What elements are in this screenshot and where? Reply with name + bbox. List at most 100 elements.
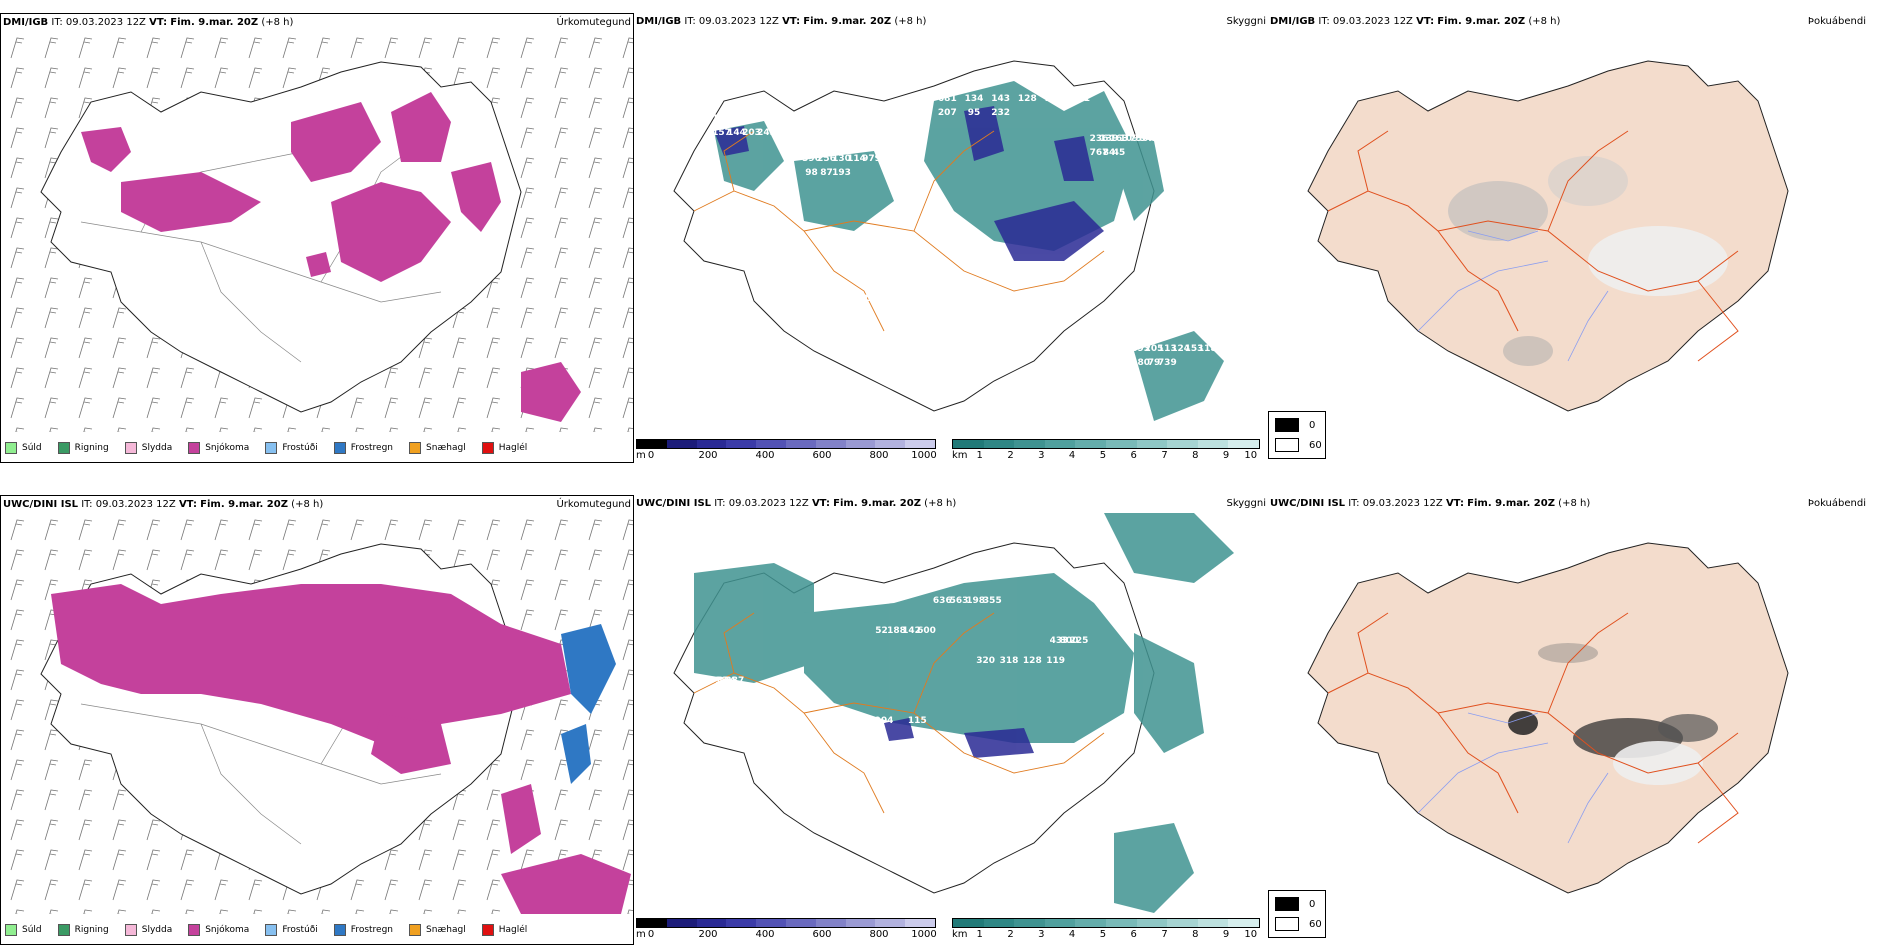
height-colorbar-cells (636, 439, 936, 449)
fog-legend: 0 60 (1268, 890, 1326, 938)
cloud-base-map: 1245966812367536931422561341393502054271… (673, 60, 1224, 421)
it-value: 09.03.2023 12Z (1362, 498, 1443, 509)
colorbar-tick: 400 (755, 929, 775, 940)
cloud-base-value: 139 (1100, 134, 1119, 144)
cloud-base-value: 350 (840, 294, 859, 304)
panel-cloud-base-uwc: UWC/DINI ISL IT: 09.03.2023 12Z VT: Fim.… (634, 495, 1268, 945)
colorbar-tick: 1000 (911, 929, 937, 940)
colorbar-tick: 2 (1007, 450, 1014, 461)
legend-label: Slydda (141, 925, 173, 935)
roads (1327, 130, 1739, 362)
legend-item: Slydda (124, 924, 173, 936)
panel-title: Úrkomutegund (556, 499, 631, 510)
colorbar-cell (696, 919, 727, 927)
colorbar-tick: 10 (1244, 450, 1258, 461)
visibility-colorbar-ticks: km 1 2 3 4 5 6 7 8 9 10 (952, 449, 1260, 461)
height-colorbar-cells (636, 918, 936, 928)
colorbar-cell (815, 919, 846, 927)
fog-shading (1448, 156, 1728, 366)
vt-value: Fim. 9.mar. 20Z (803, 16, 892, 27)
cloud-base-value: 207 (938, 108, 957, 118)
legend-item: Snjókoma (188, 442, 249, 454)
legend-swatch (188, 924, 201, 936)
legend-item: Snjókoma (188, 924, 249, 936)
colorbar-tick: 200 (698, 450, 718, 461)
legend-swatch (409, 442, 422, 454)
cloud-base-value: 129 (757, 114, 776, 124)
cloud-base-value: 98 (805, 168, 818, 178)
colorbar-cell (726, 440, 757, 448)
cloud-base-value: 693 (1131, 344, 1150, 354)
cloud-base-value: 205 (1145, 344, 1164, 354)
fog-legend-swatch (1275, 418, 1299, 432)
legend-label: Frostúði (282, 925, 318, 935)
colorbar-cell (1075, 440, 1106, 448)
low-cloud-areas (714, 106, 1104, 261)
legend-item: Frostúði (265, 924, 318, 936)
model-name: DMI/IGB (3, 17, 49, 28)
cloud-base-value: 143 (991, 94, 1010, 104)
it-label: IT: (51, 17, 63, 28)
legend-swatch (265, 924, 278, 936)
cloud-base-value: 123 (840, 308, 859, 318)
vt-value: Fim. 9.mar. 20Z (200, 499, 288, 510)
it-value: 09.03.2023 12Z (698, 16, 779, 27)
colorbar-tick: 4 (1068, 929, 1076, 940)
colorbar-tick: 5 (1099, 929, 1107, 940)
it-value: 09.03.2023 12Z (95, 499, 176, 510)
colorbar-tick: 600 (812, 929, 832, 940)
cloud-base-value: 129 (772, 114, 791, 124)
cloud-base-value: 596 (802, 154, 821, 164)
cloud-base-value: 334 (717, 676, 736, 686)
visibility-colorbar: km 1 2 3 4 5 6 7 8 9 10 (952, 439, 1260, 461)
legend-item: Slydda (124, 442, 172, 454)
legend-label: Haglél (498, 925, 528, 935)
cloud-base-value: 84 (1103, 148, 1116, 158)
vt-label: VT: (811, 498, 830, 509)
colorbar-cell (875, 440, 906, 448)
colorbar-tick: 5 (1099, 450, 1107, 461)
panel-title: Skyggni (1226, 16, 1266, 27)
colorbar-cell (875, 919, 906, 927)
cloud-base-value: 243 (757, 128, 776, 138)
panel-precip-type-dmi: DMI/IGB IT: 09.03.2023 12Z VT: Fim. 9.ma… (0, 13, 634, 463)
cloud-base-value: 112 (850, 294, 869, 304)
precip-type-legend: Súld Rigning Slydda Snjókoma Frostúði Fr… (5, 438, 527, 458)
legend-label: Súld (22, 925, 42, 935)
precip-type-legend: Súld Rigning Slydda Snjókoma Frostúði Fr… (5, 920, 527, 940)
colorbar-cell (726, 919, 757, 927)
cloud-base-labels: 636 52 320 433 280 518 563 188 318 800 904 334 198 14… (709, 596, 1089, 726)
freezing-rain-areas (561, 624, 616, 784)
cloud-base-value: 320 (976, 656, 995, 666)
cloud-base-value: 153 (1185, 344, 1204, 354)
snowfall-areas (81, 92, 581, 422)
cloud-base-value: 518 (709, 676, 728, 686)
legend-swatch (124, 924, 137, 936)
cloud-base-value: 287 (725, 676, 744, 686)
vt-label: VT: (178, 499, 197, 510)
cloud-base-value: 355 (983, 596, 1002, 606)
cloud-base-value: 203 (742, 128, 761, 138)
legend-item: Súld (5, 924, 42, 936)
cloud-base-value: 925 (1045, 94, 1064, 104)
panel-header: UWC/DINI ISL IT: 09.03.2023 12Z VT: Fim.… (636, 498, 1266, 512)
visibility-colorbar-cells (952, 918, 1260, 928)
cloud-base-value: 118 (1198, 344, 1217, 354)
panel-header: UWC/DINI ISL IT: 09.03.2023 12Z VT: Fim.… (3, 499, 631, 513)
legend-item: Haglél (481, 924, 528, 936)
colorbar-cell (953, 440, 984, 448)
fog-legend-item: 60 (1275, 438, 1322, 452)
it-label: IT: (714, 498, 726, 509)
cloud-base-value: 979 (862, 154, 881, 164)
legend-label: Rigning (74, 925, 109, 935)
colorbar-cell (637, 919, 667, 927)
precip-map (1, 514, 633, 914)
vt-label: VT: (1416, 16, 1435, 27)
panel-fog-dmi: DMI/IGB IT: 09.03.2023 12Z VT: Fim. 9.ma… (1268, 13, 1900, 463)
colorbar-unit: m (636, 450, 646, 461)
colorbar-tick: 9 (1222, 929, 1230, 940)
colorbar-cell (1197, 919, 1229, 927)
colorbar-cell (845, 440, 876, 448)
fog-legend-item: 60 (1275, 917, 1322, 931)
legend-item: Haglél (481, 442, 527, 454)
